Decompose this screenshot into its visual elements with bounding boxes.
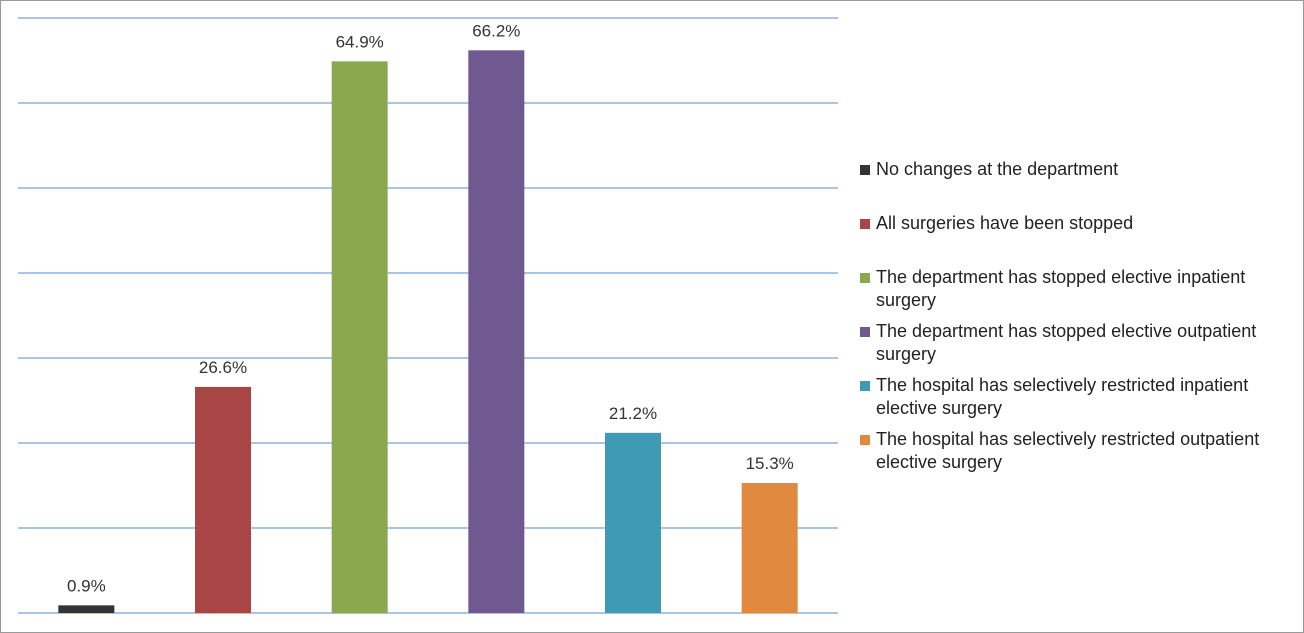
data-label: 64.9% bbox=[336, 32, 384, 51]
data-label: 21.2% bbox=[609, 404, 657, 423]
bar bbox=[58, 605, 115, 613]
legend: No changes at the department All surgerie… bbox=[860, 158, 1292, 482]
legend-item: No changes at the department bbox=[860, 158, 1292, 212]
legend-item: All surgeries have been stopped bbox=[860, 212, 1292, 266]
legend-swatch bbox=[860, 165, 870, 175]
legend-swatch bbox=[860, 219, 870, 229]
bar bbox=[741, 482, 798, 613]
legend-label: All surgeries have been stopped bbox=[876, 213, 1134, 233]
bar bbox=[331, 61, 388, 614]
data-label: 26.6% bbox=[199, 358, 247, 377]
legend-label: The department has stopped elective inpa… bbox=[876, 267, 1246, 310]
legend-label: No changes at the department bbox=[876, 159, 1119, 179]
legend-swatch bbox=[860, 327, 870, 337]
data-label: 15.3% bbox=[746, 454, 794, 473]
legend-swatch bbox=[860, 435, 870, 445]
legend-item: The hospital has selectively restricted … bbox=[860, 374, 1292, 428]
bar bbox=[605, 432, 661, 613]
bar bbox=[468, 50, 525, 614]
legend-item: The department has stopped elective outp… bbox=[860, 320, 1292, 374]
legend-label: The hospital has selectively restricted … bbox=[876, 429, 1260, 472]
legend-item: The hospital has selectively restricted … bbox=[860, 428, 1292, 482]
data-label: 0.9% bbox=[67, 576, 106, 595]
legend-label: The department has stopped elective outp… bbox=[876, 321, 1257, 364]
data-label: 66.2% bbox=[472, 21, 520, 40]
legend-swatch bbox=[860, 273, 870, 283]
bar bbox=[195, 386, 251, 613]
legend-label: The hospital has selectively restricted … bbox=[876, 375, 1249, 418]
legend-item: The department has stopped elective inpa… bbox=[860, 266, 1292, 320]
legend-swatch bbox=[860, 381, 870, 391]
